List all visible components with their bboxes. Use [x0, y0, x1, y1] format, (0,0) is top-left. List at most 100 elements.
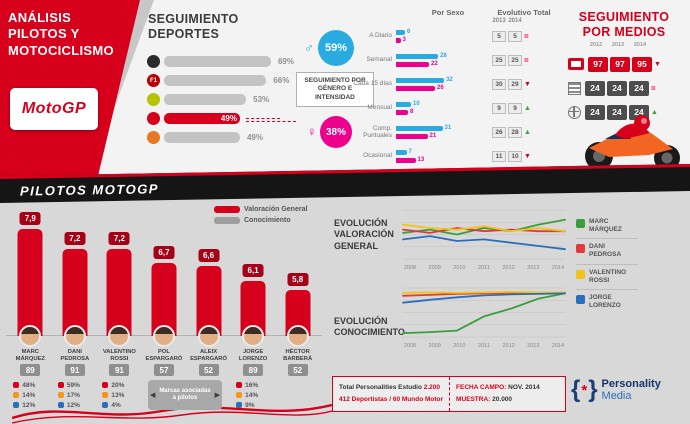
sports-bar-chart: 69% F1 66% 53% 49% 49% — [147, 52, 294, 147]
rider-valoracion-badge: 6,7 — [153, 246, 175, 259]
brand-follow-column: 20% 13% 4% — [98, 380, 140, 410]
sexo-bars: 10 8 — [396, 100, 492, 116]
study-total-label: Total Personalities Estudio — [339, 384, 422, 391]
medio-value: 95 — [632, 56, 652, 72]
brand-follow-pct: 4% — [111, 401, 121, 409]
sexo-female-bar — [396, 109, 408, 115]
sexo-value: 10 — [413, 101, 420, 107]
riders-legend-item: Valoración General — [214, 204, 307, 215]
football-icon — [147, 55, 160, 68]
x-tick-label: 2013 — [527, 343, 540, 349]
evolutivo-value: 5 — [508, 30, 522, 42]
brand-icon — [13, 402, 20, 408]
evolutivo-year: 2013 — [492, 18, 506, 24]
marcas-asociadas-box: ◀ Marcas asociadas a pilotos ▶ — [148, 380, 222, 410]
sport-bar — [164, 75, 267, 86]
arrow-left-icon: ◀ — [150, 392, 156, 399]
rider-valoracion-badge: 7,9 — [19, 212, 41, 225]
study-total-line: Total Personalities Estudio 2.200 — [339, 382, 443, 394]
legend-color-swatch — [214, 217, 240, 224]
tv-icon — [568, 58, 584, 70]
female-icon: ♀ — [307, 124, 317, 139]
medios-years: 2012 2013 2014 — [586, 42, 650, 48]
legend-item: DANI PEDROSA — [576, 239, 638, 265]
rider-photo — [197, 325, 220, 347]
brand-icon — [13, 382, 20, 388]
sexo-row: Semanal 28 22 25 25 = — [350, 48, 564, 72]
brand-follow-row: 59% — [54, 380, 96, 390]
evolutivo-cells: 26 28 ▲ — [492, 126, 531, 138]
page-title-line: ANÁLISIS — [8, 10, 72, 25]
rider-photo — [63, 325, 86, 347]
legend-item: JORGE LORENZO — [576, 290, 638, 314]
trend-up-icon: ▲ — [524, 104, 531, 112]
brand-follow-column: 48% 14% 12% — [9, 380, 51, 410]
genero-intensidad-box: SEGUIMIENTO POR GÉNERO E INTENSIDAD — [296, 72, 374, 108]
sexo-category-label: Mensual — [367, 104, 392, 112]
sexo-value: 22 — [431, 61, 438, 67]
rider-valoracion-badge: 5,8 — [287, 273, 309, 286]
x-tick-label: 2012 — [502, 265, 515, 271]
rider-column: 7,2 VALENTINO ROSSI 91 — [97, 208, 142, 376]
rider-bar-area: 6,6 — [186, 208, 231, 347]
valoracion-x-axis: 2008 2009 2010 2011 2012 2013 2014 — [400, 265, 568, 271]
rider-name: VALENTINO ROSSI — [102, 349, 136, 362]
rider-column: 7,2 DANI PEDROSA 91 — [53, 208, 98, 376]
x-tick-label: 2008 — [403, 343, 417, 349]
line-chart-legend: MARC MÁRQUEZ DANI PEDROSA VALENTINO ROSSI JORG… — [576, 214, 638, 314]
legend-label: Valoración General — [244, 206, 308, 213]
sexo-male-bar — [396, 77, 444, 83]
x-tick-label: 2010 — [453, 265, 466, 271]
x-tick-label: 2009 — [428, 343, 441, 349]
sexo-category-label: A Diario — [369, 32, 392, 40]
rider-bar-area: 5,8 — [275, 208, 320, 347]
brand-follow-pct: 17% — [66, 391, 80, 399]
brand-name: Personality Media — [602, 378, 661, 402]
x-tick-label: 2014 — [551, 265, 565, 271]
rider-valoracion-bar — [151, 263, 177, 336]
sport-bar — [164, 94, 247, 105]
legend-label: Conocimiento — [244, 217, 291, 224]
medios-year: 2013 — [611, 42, 625, 48]
fecha-campo-value: NOV. 2014 — [508, 384, 540, 391]
x-tick-label: 2014 — [551, 343, 565, 349]
rider-valoracion-bar — [62, 249, 88, 336]
sexo-category-label: Comp. Puntuales — [363, 124, 392, 139]
study-fecha-line: FECHA CAMPO: NOV. 2014 — [456, 382, 540, 394]
brand-follow-row: 48% — [9, 380, 51, 390]
sexo-category-label: Cada 15 días — [353, 80, 392, 88]
rider-valoracion-badge: 6,6 — [198, 249, 220, 262]
line-series-jorge-lorenzo — [402, 235, 566, 251]
evolucion-conocimiento-chart — [402, 287, 566, 338]
rider-photo — [19, 325, 42, 347]
rider-column: 6,1 JORGE LORENZO 89 — [231, 208, 276, 376]
motogp-rider-image — [585, 115, 680, 171]
line-series-valentino-rossi — [402, 291, 566, 294]
rider-valoracion-bar — [196, 266, 222, 336]
medio-row: 97 97 95 ▼ — [568, 52, 661, 76]
sport-row: 49% — [147, 109, 294, 128]
logo-brace-open: { — [571, 376, 581, 404]
sexo-value: 26 — [437, 85, 444, 91]
basketball-icon — [147, 131, 160, 144]
evolutivo-cells: 5 5 = — [492, 30, 529, 42]
brand-follow-pct: 14% — [22, 391, 36, 399]
sexo-value: 21 — [429, 133, 437, 139]
brand-icon — [13, 392, 20, 398]
muestra-value: 20.000 — [492, 395, 513, 403]
evolutivo-value: 28 — [508, 126, 522, 138]
sport-bar — [164, 56, 271, 67]
sexo-value: 6 — [407, 29, 411, 35]
sexo-value: 31 — [444, 125, 452, 131]
sexo-row: Ocasional 7 13 11 10 ▼ — [350, 144, 564, 168]
brand-follow-column: 16% 14% 9% — [232, 380, 274, 410]
evolucion-conocimiento-title: EVOLUCIÓN CONOCIMIENTO — [334, 316, 405, 338]
brand-follow-row: 20% — [98, 380, 140, 390]
sport-row: 53% — [147, 90, 294, 109]
trend-down-icon: ▼ — [654, 60, 661, 68]
sexo-value: 8 — [410, 109, 414, 115]
study-total-value: 2.200 — [423, 384, 441, 391]
sexo-value: 7 — [408, 149, 412, 155]
sexo-row: A Diario 6 3 5 5 = — [350, 24, 564, 48]
connector-dash-line — [246, 121, 296, 122]
